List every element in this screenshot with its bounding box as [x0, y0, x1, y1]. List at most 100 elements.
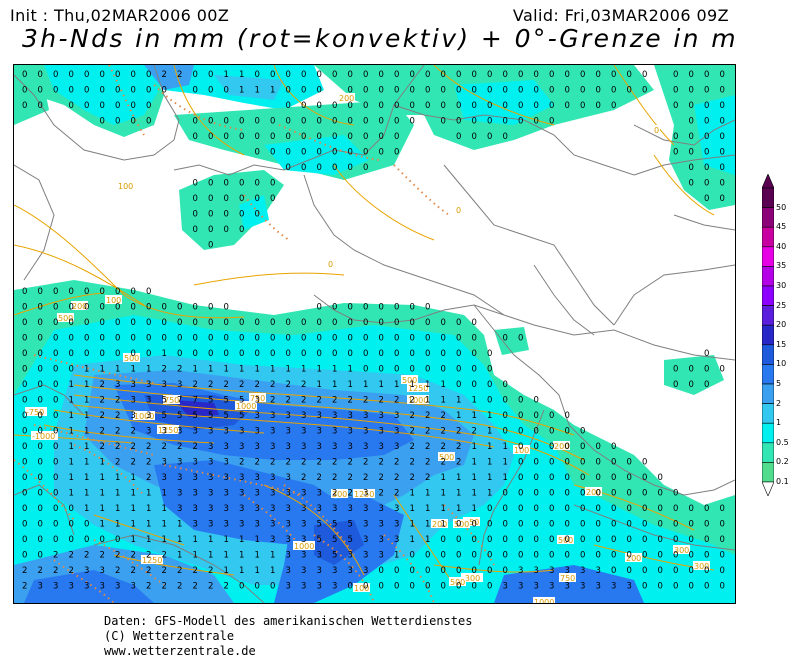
grid-value: 1: [410, 520, 415, 530]
grid-value: 0: [332, 70, 337, 80]
grid-value: 0: [348, 582, 353, 592]
grid-value: 3: [162, 473, 167, 483]
grid-value: 0: [38, 535, 43, 545]
footer-website[interactable]: www.wetterzentrale.de: [104, 644, 256, 658]
grid-value: 0: [456, 365, 461, 375]
grid-value: 0: [456, 582, 461, 592]
grid-value: 0: [456, 349, 461, 359]
grid-value: 2: [146, 582, 151, 592]
grid-value: 3: [286, 535, 291, 545]
contour-label: 0: [456, 206, 461, 215]
grid-value: 0: [348, 132, 353, 142]
grid-value: 0: [518, 334, 523, 344]
grid-value: 0: [658, 520, 663, 530]
grid-value: 3: [317, 582, 322, 592]
grid-value: 2: [441, 458, 446, 468]
grid-value: 0: [270, 132, 275, 142]
grid-value: 0: [534, 551, 539, 561]
grid-value: 0: [239, 117, 244, 127]
contour-label-bg: [71, 301, 88, 310]
grid-value: 0: [22, 70, 27, 80]
contour-label: 300: [674, 546, 689, 555]
grid-value: 0: [704, 365, 709, 375]
grid-value: 0: [53, 535, 58, 545]
grid-value: 3: [177, 473, 182, 483]
grid-value: 0: [611, 520, 616, 530]
grid-value: 1: [84, 411, 89, 421]
grid-value: 3: [53, 582, 58, 592]
grid-value: 0: [146, 70, 151, 80]
grid-value: 1: [348, 380, 353, 390]
colorbar-level-label: 0.1: [776, 477, 789, 486]
grid-value: 2: [162, 551, 167, 561]
grid-value: 1: [100, 504, 105, 514]
grid-value: 2: [348, 473, 353, 483]
grid-value: 2: [363, 458, 368, 468]
grid-value: 0: [425, 70, 430, 80]
grid-value: 0: [286, 148, 291, 158]
grid-value: 3: [146, 380, 151, 390]
grid-value: 1: [84, 442, 89, 452]
grid-value: 3: [317, 442, 322, 452]
grid-value: 0: [658, 489, 663, 499]
grid-value: 0: [518, 442, 523, 452]
grid-value: 3: [208, 520, 213, 530]
grid-value: 0: [487, 551, 492, 561]
grid-value: 0: [410, 303, 415, 313]
contour-label: 500: [124, 354, 139, 363]
grid-value: 0: [69, 101, 74, 111]
grid-value: 0: [518, 551, 523, 561]
grid-value: 0: [270, 318, 275, 328]
grid-value: 1: [131, 520, 136, 530]
grid-value: 3: [348, 504, 353, 514]
grid-value: 3: [332, 566, 337, 576]
contour-label-bg: [438, 452, 455, 461]
contour-label-bg: [449, 577, 466, 586]
grid-value: 0: [704, 117, 709, 127]
grid-value: 3: [286, 427, 291, 437]
colorbar-swatch: [762, 207, 774, 228]
grid-value: 0: [193, 70, 198, 80]
grid-value: 0: [673, 504, 678, 514]
colorbar-swatch: [762, 462, 774, 483]
grid-value: 0: [580, 535, 585, 545]
valid-time: Valid: Fri,03MAR2006 09Z: [512, 6, 729, 25]
grid-value: 0: [69, 86, 74, 96]
grid-value: 0: [286, 86, 291, 96]
grid-value: 0: [611, 551, 616, 561]
contour-label-bg: [25, 407, 47, 416]
grid-value: 1: [69, 489, 74, 499]
grid-value: 0: [348, 117, 353, 127]
grid-value: 0: [580, 101, 585, 111]
grid-value: 0: [441, 334, 446, 344]
grid-value: 0: [487, 132, 492, 142]
grid-value: 0: [255, 334, 260, 344]
grid-value: 2: [456, 442, 461, 452]
grid-value: 2: [162, 582, 167, 592]
grid-value: 0: [673, 582, 678, 592]
grid-value: 5: [193, 411, 198, 421]
grid-value: 0: [565, 101, 570, 111]
grid-value: 0: [472, 551, 477, 561]
grid-value: 3: [596, 566, 601, 576]
grid-value: 0: [534, 442, 539, 452]
grid-value: 1: [456, 473, 461, 483]
grid-value: 2: [317, 458, 322, 468]
grid-value: 0: [642, 86, 647, 96]
grid-value: 0: [363, 365, 368, 375]
grid-value: 2: [441, 411, 446, 421]
grid-value: 1: [441, 473, 446, 483]
grid-value: 2: [425, 427, 430, 437]
grid-value: 0: [301, 349, 306, 359]
grid-value: 2: [38, 566, 43, 576]
grid-value: 3: [131, 411, 136, 421]
grid-value: 0: [84, 334, 89, 344]
grid-value: 0: [131, 101, 136, 111]
grid-value: 3: [286, 489, 291, 499]
grid-value: 0: [115, 70, 120, 80]
grid-value: 0: [611, 489, 616, 499]
grid-value: 3: [224, 520, 229, 530]
grid-value: 0: [317, 318, 322, 328]
colorbar-cap-top: [762, 174, 774, 189]
